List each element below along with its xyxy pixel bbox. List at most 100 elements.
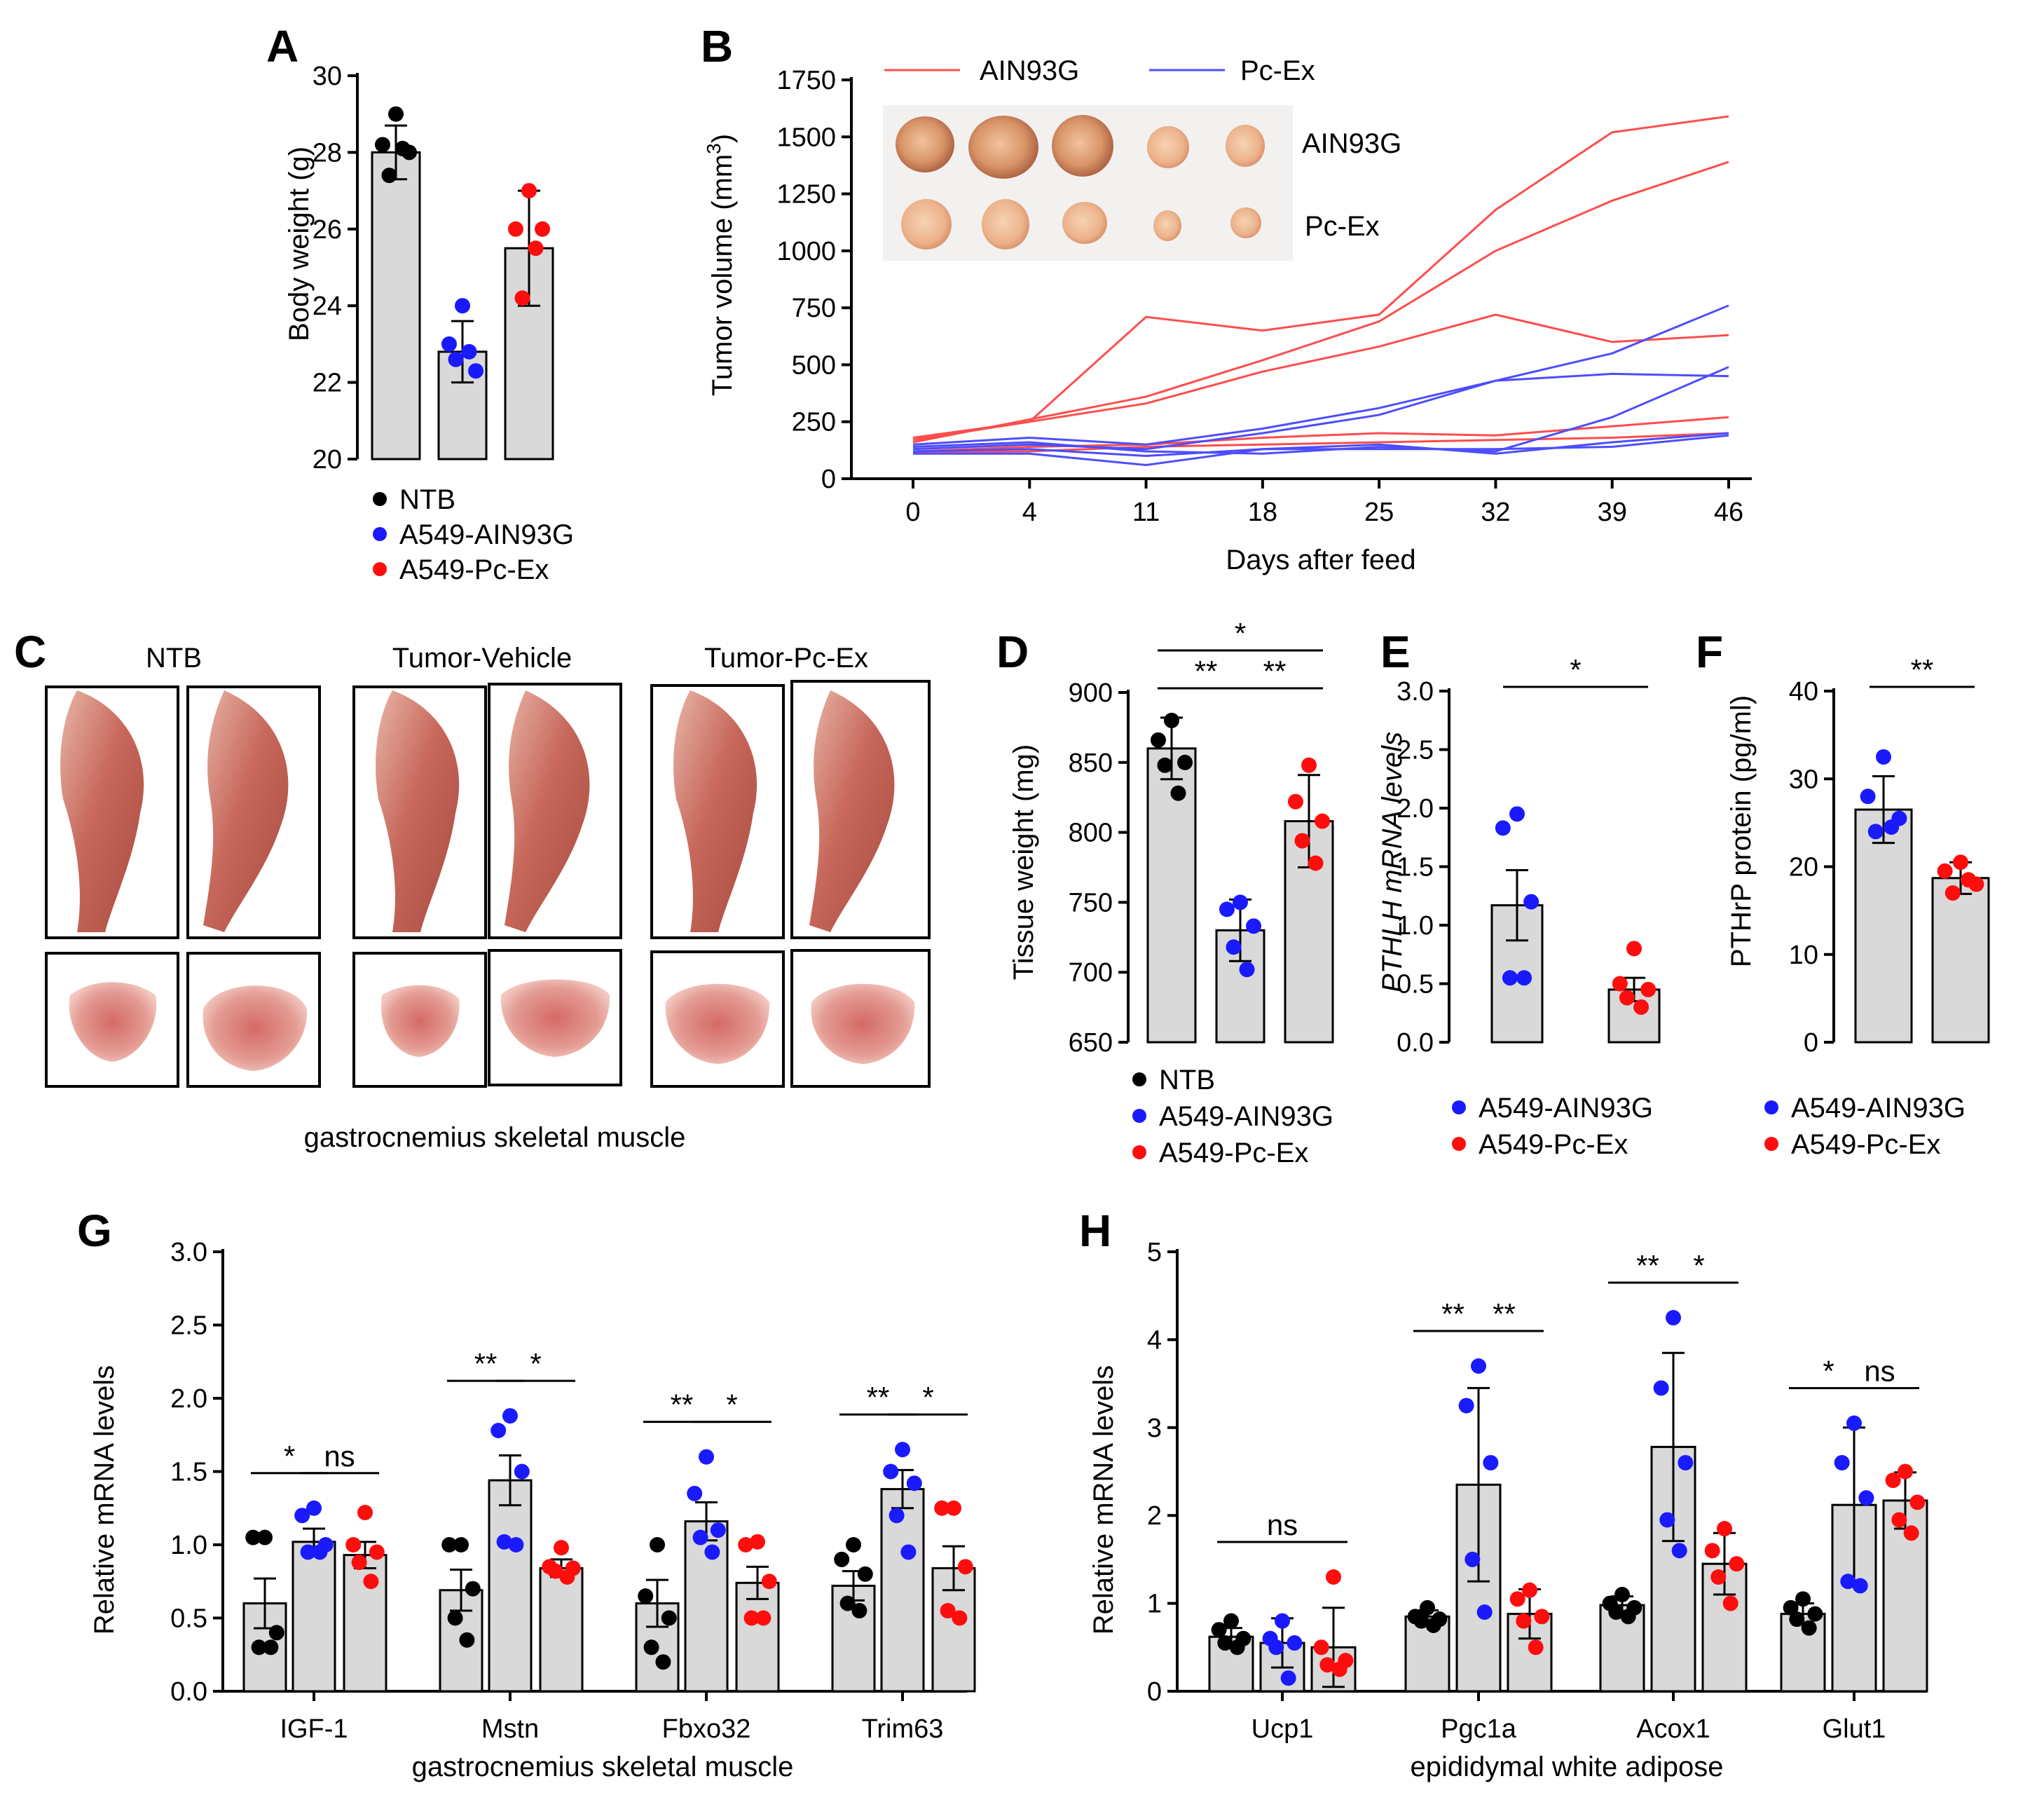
data-point [1858,1490,1874,1506]
data-point [1884,819,1900,835]
tumor-photo-inset [883,105,1293,261]
data-point [1876,749,1891,765]
legend-label-ain93g: AIN93G [980,55,1079,86]
panel-b: B Tumor volume (mm3) Days after feed AIN… [701,21,1416,575]
muscle-photo [650,950,785,1088]
y-tick-label: 1.5 [170,1458,207,1487]
data-point [1301,757,1317,773]
data-point [1653,1380,1669,1396]
data-point [351,1555,367,1571]
x-tick-label: 11 [1132,498,1160,527]
muscle-photo [790,949,931,1088]
data-point [381,168,397,184]
leg-photo [488,683,622,939]
data-point [1326,1569,1341,1585]
data-point [345,1537,362,1552]
significance-label: * [922,1381,933,1414]
data-point [465,1581,481,1597]
data-point [528,240,544,257]
y-tick-label: 40 [1789,677,1818,707]
significance-label: ** [1636,1249,1659,1282]
data-point [1413,1613,1429,1629]
tumor-image [982,199,1029,250]
group-label-tumor-pcex: Tumor-Pc-Ex [704,643,868,674]
y-axis-label-g: Relative mRNA levels [89,1365,120,1635]
significance-label: ** [671,1388,694,1421]
legend-label-ain: A549-AIN93G [399,519,574,550]
leg-photos [45,680,931,939]
y-tick-label: 24 [313,292,342,321]
significance-label: ** [1195,655,1218,688]
data-point [1807,1606,1823,1622]
data-point [1852,1578,1868,1594]
data-point [245,1529,261,1545]
data-point [448,351,464,367]
panel-c-caption: gastrocnemius skeletal muscle [304,1122,686,1153]
y-tick-label: 1250 [776,180,836,210]
data-point [294,1508,310,1524]
data-point [1170,785,1186,801]
bar [371,151,421,460]
bar [291,1541,336,1693]
legend-dot-ain [373,527,387,541]
tumor-row-ain93g [896,115,1265,179]
photo-row-label-ain93g: AIN93G [1302,128,1401,159]
data-point [1659,1512,1675,1528]
significance-label: * [1823,1355,1834,1388]
data-point [1458,1398,1474,1414]
tumor-image [1052,115,1113,177]
significance-label: ** [867,1381,890,1414]
legend-dot-ain [1132,1109,1146,1123]
y-tick-label: 4 [1147,1325,1162,1355]
data-point [750,1534,765,1550]
legend-b: AIN93G Pc-Ex [884,55,1315,86]
data-point [1909,1494,1926,1510]
legend-dot-ntb [373,492,387,506]
data-point [934,1500,950,1516]
x-tick-label: 25 [1364,498,1394,527]
data-point [1534,1609,1550,1625]
data-point [738,1537,754,1552]
data-point [1308,855,1324,871]
bar [735,1581,780,1693]
data-point [441,1537,458,1552]
data-point [1509,1591,1525,1607]
data-point [692,1529,708,1545]
tumor-image [1147,126,1189,168]
legend-dot-ain [1452,1100,1466,1114]
data-point [1620,1609,1636,1625]
data-point [638,1588,654,1604]
significance-label: * [726,1388,737,1421]
panel-label-e: E [1380,627,1411,677]
data-point [1729,1556,1745,1572]
data-point [650,1537,665,1552]
data-point [263,1639,279,1656]
panel-label-g: G [77,1206,112,1256]
group-label-ntb: NTB [146,643,202,674]
data-point [1961,872,1977,888]
data-point [1953,854,1968,871]
y-tick-label: 800 [1069,819,1113,848]
data-point [883,1463,899,1480]
y-axis-label-e: PTHLH mRNA levels [1377,732,1408,992]
data-point [839,1595,856,1611]
data-point [554,1540,569,1556]
legend-e: A549-AIN93G A549-Pc-Ex [1452,1093,1653,1160]
panel-label-h: H [1079,1206,1111,1256]
significance-label: * [284,1440,295,1473]
y-tick-label: 750 [792,294,836,323]
data-point [1704,1543,1720,1559]
leg-photo [186,685,321,939]
y-tick-label: 28 [313,138,342,168]
data-point [395,140,411,156]
y-tick-label: 0.0 [170,1677,207,1707]
chart-f: 0 10 20 30 40 ** [1789,653,1990,1058]
panel-g: G Relative mRNA levels gastrocnemius ske… [77,1206,793,1782]
data-point [743,1610,760,1626]
y-tick-label: 2.5 [170,1311,207,1341]
data-point [755,1610,771,1626]
data-point [1717,1521,1732,1537]
data-point [1420,1599,1435,1616]
